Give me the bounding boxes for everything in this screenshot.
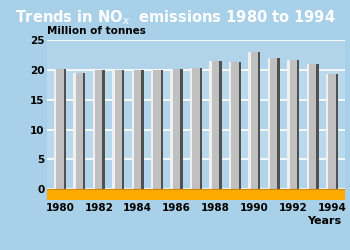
Bar <box>134 70 141 189</box>
Bar <box>47 189 345 200</box>
Bar <box>289 60 297 189</box>
Bar <box>161 70 163 189</box>
Text: Years: Years <box>307 216 341 226</box>
Bar <box>47 100 345 130</box>
Bar <box>151 70 153 189</box>
Bar <box>239 62 241 189</box>
Bar <box>309 64 316 189</box>
Bar <box>153 70 161 189</box>
Bar <box>199 68 202 189</box>
Bar <box>316 64 319 189</box>
Bar <box>47 130 345 160</box>
Bar <box>73 73 76 189</box>
Text: Million of tonnes: Million of tonnes <box>47 26 146 36</box>
Bar <box>64 69 66 189</box>
Bar <box>114 70 122 189</box>
Bar <box>231 62 239 189</box>
Bar <box>209 61 212 189</box>
Bar <box>251 52 258 189</box>
Bar <box>193 68 200 189</box>
Bar <box>56 69 64 189</box>
Bar <box>328 74 336 189</box>
Bar <box>297 60 299 189</box>
Bar <box>219 61 222 189</box>
Bar <box>173 69 180 189</box>
Bar <box>122 70 124 189</box>
Bar <box>76 73 83 189</box>
Bar <box>47 160 345 189</box>
Bar <box>93 70 95 189</box>
Bar <box>212 61 219 189</box>
Bar <box>132 70 134 189</box>
Bar <box>270 58 278 189</box>
Bar <box>112 70 114 189</box>
Bar <box>170 69 173 189</box>
Text: Trends in NO$_x$  emissions 1980 to 1994: Trends in NO$_x$ emissions 1980 to 1994 <box>15 9 335 28</box>
Bar <box>278 58 280 189</box>
Bar <box>287 60 289 189</box>
Bar <box>336 74 338 189</box>
Bar <box>54 69 56 189</box>
Bar <box>47 40 345 70</box>
Bar <box>47 70 345 100</box>
Bar <box>141 70 144 189</box>
Bar <box>229 62 231 189</box>
Bar <box>103 70 105 189</box>
Bar <box>268 58 270 189</box>
Bar <box>248 52 251 189</box>
Bar <box>180 69 183 189</box>
Bar <box>307 64 309 189</box>
Bar <box>258 52 260 189</box>
Bar <box>95 70 103 189</box>
Bar <box>326 74 328 189</box>
Bar <box>190 68 193 189</box>
Bar <box>83 73 85 189</box>
